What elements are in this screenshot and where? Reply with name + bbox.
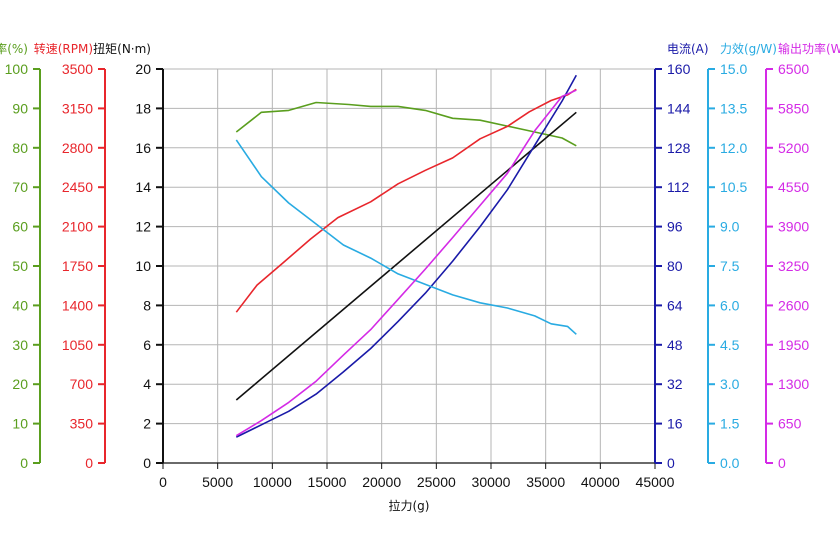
y-tick-label-power: 5200 [778, 140, 809, 156]
y-tick-label-current: 0 [667, 455, 675, 471]
x-tick-label: 30000 [472, 474, 511, 490]
y-tick-label-efficiency: 30 [12, 337, 28, 353]
series-line-torque [235, 111, 577, 401]
y-tick-label-torque: 20 [135, 61, 151, 77]
x-tick-label: 0 [159, 474, 167, 490]
y-axis-title-torque: 扭矩(N·m) [93, 42, 151, 56]
series-line-power [235, 89, 577, 437]
y-tick-label-efficiency: 50 [12, 258, 28, 274]
series-line-current [235, 74, 578, 438]
y-tick-label-force_eff: 10.5 [720, 179, 747, 195]
y-tick-label-speed: 2800 [62, 140, 93, 156]
y-tick-label-speed: 2100 [62, 219, 93, 235]
y-tick-label-current: 160 [667, 61, 691, 77]
y-tick-label-power: 1950 [778, 337, 809, 353]
y-tick-label-current: 64 [667, 297, 683, 313]
series-line-efficiency [235, 101, 577, 147]
y-tick-label-power: 650 [778, 416, 802, 432]
y-tick-label-speed: 1400 [62, 297, 93, 313]
y-tick-label-power: 5850 [778, 100, 809, 116]
x-tick-label: 35000 [526, 474, 565, 490]
y-tick-label-torque: 16 [135, 140, 151, 156]
y-tick-label-speed: 1750 [62, 258, 93, 274]
y-tick-label-torque: 14 [135, 179, 151, 195]
x-axis-title: 拉力(g) [389, 498, 430, 513]
y-tick-label-power: 3250 [778, 258, 809, 274]
y-tick-label-current: 32 [667, 376, 683, 392]
y-tick-label-efficiency: 60 [12, 219, 28, 235]
y-tick-label-torque: 4 [143, 376, 151, 392]
x-tick-label: 25000 [417, 474, 456, 490]
y-tick-label-speed: 0 [85, 455, 93, 471]
y-tick-label-force_eff: 7.5 [720, 258, 740, 274]
y-tick-label-torque: 10 [135, 258, 151, 274]
y-tick-label-speed: 3150 [62, 100, 93, 116]
y-tick-label-force_eff: 15.0 [720, 61, 747, 77]
y-tick-label-current: 96 [667, 219, 683, 235]
y-tick-label-torque: 12 [135, 219, 151, 235]
y-tick-label-torque: 6 [143, 337, 151, 353]
y-tick-label-current: 16 [667, 416, 683, 432]
x-tick-label: 10000 [253, 474, 292, 490]
y-tick-label-power: 6500 [778, 61, 809, 77]
y-tick-label-power: 2600 [778, 297, 809, 313]
y-tick-label-efficiency: 90 [12, 100, 28, 116]
y-axis-title-efficiency: 效率(%) [0, 41, 28, 56]
y-tick-label-torque: 8 [143, 297, 151, 313]
y-tick-label-current: 80 [667, 258, 683, 274]
y-tick-label-power: 4550 [778, 179, 809, 195]
series-line-force_eff [235, 139, 577, 335]
y-tick-label-current: 144 [667, 100, 691, 116]
y-tick-label-current: 48 [667, 337, 683, 353]
y-tick-label-force_eff: 3.0 [720, 376, 740, 392]
y-tick-label-power: 3900 [778, 219, 809, 235]
y-tick-label-efficiency: 100 [5, 61, 29, 77]
y-tick-label-efficiency: 70 [12, 179, 28, 195]
y-tick-label-torque: 0 [143, 455, 151, 471]
y-tick-label-speed: 2450 [62, 179, 93, 195]
y-tick-label-efficiency: 0 [20, 455, 28, 471]
y-axis-title-power: 输出功率(W) [778, 41, 840, 56]
y-tick-label-efficiency: 10 [12, 416, 28, 432]
y-tick-label-speed: 350 [70, 416, 94, 432]
y-tick-label-force_eff: 1.5 [720, 416, 740, 432]
y-tick-label-torque: 2 [143, 416, 151, 432]
y-tick-label-force_eff: 12.0 [720, 140, 747, 156]
y-tick-label-current: 128 [667, 140, 691, 156]
y-tick-label-force_eff: 9.0 [720, 219, 740, 235]
y-tick-label-speed: 700 [70, 376, 94, 392]
y-axis-title-current: 电流(A) [667, 42, 709, 56]
y-axis-title-speed: 转速(RPM) [34, 41, 93, 56]
y-tick-label-power: 1300 [778, 376, 809, 392]
y-tick-label-efficiency: 40 [12, 297, 28, 313]
y-tick-label-force_eff: 0.0 [720, 455, 740, 471]
x-tick-label: 20000 [362, 474, 401, 490]
x-tick-label: 5000 [202, 474, 233, 490]
y-tick-label-torque: 18 [135, 100, 151, 116]
x-tick-label: 40000 [581, 474, 620, 490]
y-tick-label-efficiency: 20 [12, 376, 28, 392]
y-tick-label-force_eff: 6.0 [720, 297, 740, 313]
y-tick-label-force_eff: 13.5 [720, 100, 747, 116]
y-tick-label-current: 112 [667, 179, 690, 195]
y-tick-label-power: 0 [778, 455, 786, 471]
y-tick-label-force_eff: 4.5 [720, 337, 740, 353]
x-tick-label: 15000 [308, 474, 347, 490]
y-axis-title-force_eff: 力效(g/W) [720, 41, 777, 56]
y-tick-label-efficiency: 80 [12, 140, 28, 156]
y-tick-label-speed: 3500 [62, 61, 93, 77]
series-line-speed [235, 88, 577, 313]
y-tick-label-speed: 1050 [62, 337, 93, 353]
x-tick-label: 45000 [636, 474, 675, 490]
